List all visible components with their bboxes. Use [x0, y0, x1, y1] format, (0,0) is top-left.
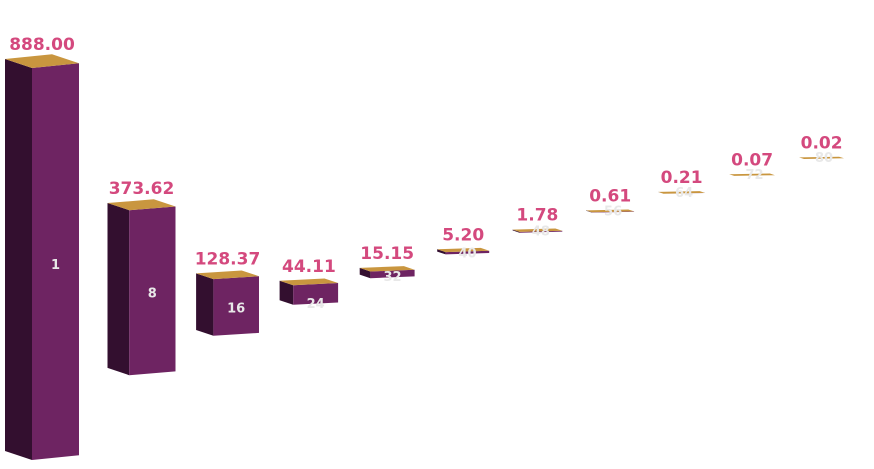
bar-side: [107, 203, 130, 376]
category-label: 8: [148, 287, 157, 302]
bar-top: [658, 191, 705, 194]
bar-top: [196, 270, 259, 280]
value-label: 0.07: [731, 150, 773, 170]
bar-side: [5, 59, 32, 460]
bar-top: [586, 209, 635, 213]
bar: [445, 250, 490, 255]
category-label: 40: [458, 246, 476, 261]
bar-group-24: 24 44.11: [279, 257, 339, 312]
bar-side: [437, 249, 446, 255]
bar-group-8: 8 373.62: [107, 179, 176, 376]
category-label: 72: [745, 168, 763, 183]
value-label: 0.61: [589, 186, 631, 206]
bar-group-72: 720.07: [729, 150, 775, 183]
bar: [213, 276, 259, 336]
category-label: 56: [604, 205, 622, 220]
bar-top: [512, 228, 563, 232]
bar: [519, 230, 563, 233]
category-label: 64: [675, 186, 693, 201]
bar-group-64: 640.21: [658, 168, 705, 201]
value-label: 373.62: [109, 179, 175, 199]
bar-side: [586, 210, 592, 213]
bar-side: [359, 267, 371, 279]
value-label: 1.78: [516, 206, 558, 226]
bar-group-48: 481.78: [512, 206, 563, 240]
value-label: 0.02: [801, 133, 843, 153]
bar-top: [799, 156, 844, 159]
bar: [592, 211, 635, 213]
value-label: 0.21: [661, 168, 703, 188]
category-label: 32: [383, 270, 401, 285]
value-label: 44.11: [282, 257, 336, 277]
bar: [32, 63, 79, 461]
bar: [663, 192, 705, 194]
bar-top: [437, 247, 490, 253]
value-label: 128.37: [195, 249, 261, 269]
category-label: 1: [51, 258, 60, 273]
bar-top: [279, 278, 339, 286]
bar-side: [279, 280, 294, 305]
bar-group-80: 800.02: [799, 133, 844, 166]
bar-side: [658, 191, 664, 194]
bar-top: [5, 54, 79, 68]
bar: [293, 283, 339, 305]
category-label: 80: [815, 151, 833, 166]
category-label: 16: [227, 302, 245, 317]
bar-top: [359, 266, 415, 272]
bar-group-40: 405.20: [437, 225, 490, 261]
category-label: 24: [307, 297, 325, 312]
bar-group-32: 32 15.15: [359, 244, 415, 285]
bar-top: [729, 173, 775, 176]
category-label: 48: [532, 225, 550, 240]
value-label: 5.20: [442, 225, 484, 245]
bar-side: [512, 229, 520, 233]
bar-group-56: 560.61: [586, 186, 635, 220]
bar-group-16: 16 128.37: [195, 249, 261, 336]
bar-top: [107, 199, 176, 211]
bar-group-1: 1 888.00: [5, 35, 79, 461]
value-label: 15.15: [360, 244, 414, 264]
bar: [129, 206, 176, 376]
bar: [370, 269, 415, 279]
bar-side: [196, 273, 214, 336]
value-label: 888.00: [9, 35, 75, 55]
